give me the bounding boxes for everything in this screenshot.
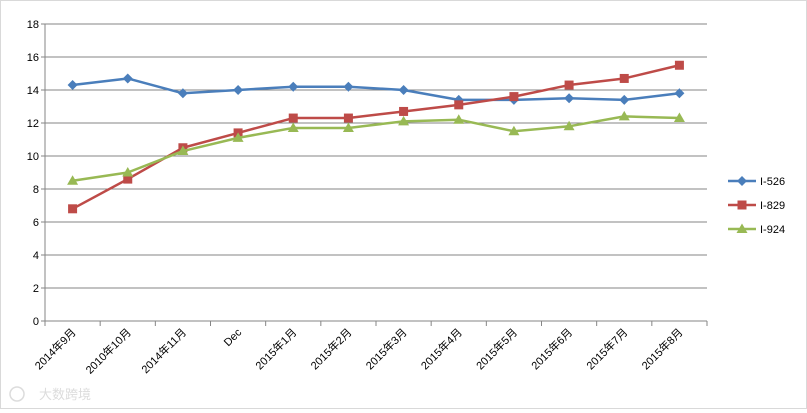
x-tick-label: 2015年3月 [363, 325, 410, 372]
legend-label: I-526 [760, 176, 785, 188]
legend-marker [737, 200, 747, 210]
series-I-829 [68, 60, 684, 214]
x-tick-label: 2015年5月 [473, 325, 520, 372]
watermark: 大数跨境 [9, 386, 91, 402]
data-point [122, 73, 133, 84]
data-point [508, 125, 520, 136]
y-tick-label: 16 [27, 52, 39, 64]
data-point [122, 167, 134, 177]
x-tick-label: 2015年6月 [528, 325, 575, 372]
data-point [619, 73, 629, 83]
data-point [674, 88, 685, 99]
x-tick-label: 2015年4月 [418, 325, 465, 372]
x-tick-label: 2015年7月 [583, 325, 630, 372]
x-tick-label: 2014年9月 [32, 325, 79, 372]
legend-item: I-526 [728, 176, 785, 188]
data-point [67, 175, 79, 185]
x-tick-label: 2015年1月 [252, 325, 299, 372]
data-point [619, 94, 630, 105]
x-tick-label: 2010年10月 [82, 325, 133, 376]
data-point [68, 204, 78, 214]
data-point [343, 81, 354, 92]
legend-item: I-924 [728, 223, 785, 236]
data-point [177, 145, 189, 156]
data-point [398, 85, 409, 95]
legend-label: I-829 [760, 200, 785, 212]
x-tick-label: 2014年11月 [138, 325, 189, 376]
y-tick-label: 12 [27, 118, 39, 130]
y-tick-label: 18 [27, 19, 39, 31]
legend: I-526 I-829 I-924 [728, 176, 785, 236]
data-point [288, 113, 298, 123]
data-point [399, 106, 409, 116]
data-point [233, 85, 244, 95]
y-tick-label: 0 [33, 316, 39, 328]
legend-marker [737, 176, 747, 186]
data-point [67, 80, 78, 91]
y-tick-label: 6 [33, 217, 39, 229]
data-point [343, 113, 353, 123]
gridlines [45, 23, 707, 289]
y-tick-label: 8 [33, 184, 39, 196]
data-point [398, 115, 410, 126]
x-tick-label: 2015年8月 [638, 325, 685, 372]
data-point [232, 132, 244, 142]
data-point [342, 122, 354, 132]
data-point [618, 110, 630, 121]
series-layer [67, 60, 685, 214]
data-point [674, 60, 684, 70]
data-point [123, 174, 133, 184]
data-point [563, 120, 575, 131]
legend-marker [736, 223, 748, 233]
y-tick-label: 10 [27, 151, 39, 163]
data-point [673, 112, 685, 123]
y-axis-tick-labels: 0 2 4 6 8 10 12 14 16 18 [27, 19, 39, 328]
legend-label: I-924 [760, 224, 785, 236]
series-line [71, 64, 680, 210]
x-axis-tick-labels: 2014年9月 2010年10月 2014年11月 Dec 2015年1月 2015年2月… [32, 325, 686, 376]
data-point [287, 122, 299, 132]
data-point [509, 92, 519, 102]
series-I-924 [67, 110, 685, 185]
data-point [564, 80, 574, 90]
y-tick-label: 14 [27, 85, 39, 97]
y-tick-label: 2 [33, 283, 39, 295]
data-point [177, 88, 188, 99]
x-tick-label: 2015年2月 [307, 325, 354, 372]
series-line [72, 115, 680, 182]
data-point [454, 100, 464, 110]
y-tick-label: 4 [33, 250, 39, 262]
legend-item: I-829 [728, 200, 785, 212]
series-line [72, 77, 680, 102]
x-tick-label: Dec [222, 326, 245, 349]
data-point [288, 81, 299, 92]
axes [41, 23, 708, 326]
series-I-526 [67, 73, 685, 105]
watermark-text: 大数跨境 [39, 387, 91, 402]
data-point [564, 93, 575, 104]
watermark-logo-icon [9, 386, 25, 402]
data-point [453, 114, 465, 124]
